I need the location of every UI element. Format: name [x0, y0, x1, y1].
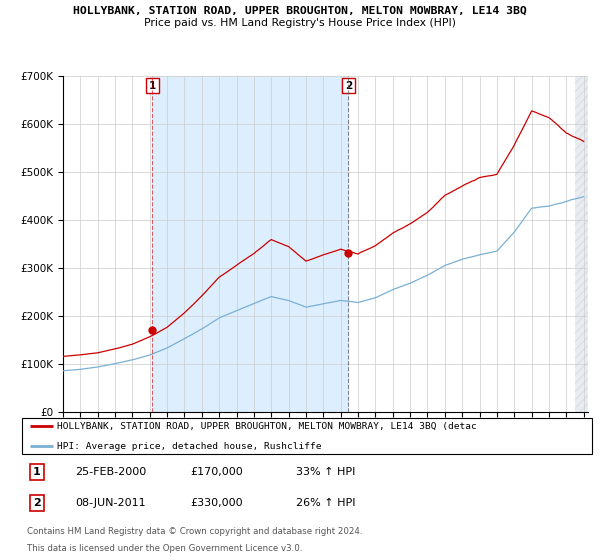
- Text: Price paid vs. HM Land Registry's House Price Index (HPI): Price paid vs. HM Land Registry's House …: [144, 18, 456, 28]
- FancyBboxPatch shape: [22, 418, 592, 454]
- Text: HPI: Average price, detached house, Rushcliffe: HPI: Average price, detached house, Rush…: [56, 442, 321, 451]
- Text: 26% ↑ HPI: 26% ↑ HPI: [296, 498, 356, 508]
- Text: 25-FEB-2000: 25-FEB-2000: [76, 467, 146, 477]
- Bar: [152, 76, 349, 412]
- Text: £170,000: £170,000: [190, 467, 243, 477]
- Bar: [575, 76, 588, 412]
- Text: Contains HM Land Registry data © Crown copyright and database right 2024.: Contains HM Land Registry data © Crown c…: [27, 528, 362, 536]
- Text: 33% ↑ HPI: 33% ↑ HPI: [296, 467, 355, 477]
- Text: 08-JUN-2011: 08-JUN-2011: [76, 498, 146, 508]
- Text: 1: 1: [149, 81, 156, 91]
- Text: 2: 2: [344, 81, 352, 91]
- Bar: [575, 76, 588, 412]
- Text: £330,000: £330,000: [190, 498, 242, 508]
- Text: 2: 2: [33, 498, 41, 508]
- Text: HOLLYBANK, STATION ROAD, UPPER BROUGHTON, MELTON MOWBRAY, LE14 3BQ: HOLLYBANK, STATION ROAD, UPPER BROUGHTON…: [73, 6, 527, 16]
- Text: 1: 1: [33, 467, 41, 477]
- Text: HOLLYBANK, STATION ROAD, UPPER BROUGHTON, MELTON MOWBRAY, LE14 3BQ (detac: HOLLYBANK, STATION ROAD, UPPER BROUGHTON…: [56, 422, 476, 431]
- Text: This data is licensed under the Open Government Licence v3.0.: This data is licensed under the Open Gov…: [27, 544, 302, 553]
